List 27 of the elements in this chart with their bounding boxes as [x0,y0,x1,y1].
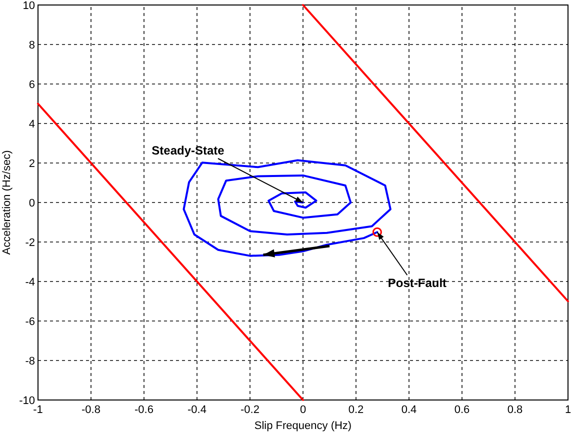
y-tick-label: 10 [22,0,35,12]
x-tick-label: 1 [564,404,572,416]
y-axis-title: Acceleration (Hz/sec) [1,150,13,255]
annotation: Steady-State [152,144,225,158]
x-axis-title: Slip Frequency (Hz) [254,420,352,432]
x-tick-label: -0.2 [240,404,260,416]
line-series [182,159,392,257]
y-tick-label: 6 [28,79,35,91]
y-tick-label: -4 [25,276,35,288]
x-tick-label: -1 [33,404,43,416]
y-tick-label: 4 [28,118,35,130]
y-tick-label: 2 [28,158,35,170]
y-tick-label: 0 [28,198,35,210]
x-tick-label: -0.8 [82,404,100,416]
y-tick-label: -6 [25,316,35,328]
y-tick-label: -10 [19,395,35,407]
x-tick-label: 0.8 [507,404,523,416]
x-tick-label: 0 [300,404,306,416]
annotation: Post-Fault [388,276,447,290]
x-tick-label: -0.4 [188,404,206,416]
y-tick-label: -8 [25,356,35,368]
x-tick-label: 0.2 [348,404,364,416]
x-tick-label: -0.6 [134,404,154,416]
y-tick-label: -2 [25,237,35,249]
x-tick-label: 0.6 [454,404,470,416]
x-tick-label: 0.4 [401,404,417,416]
y-tick-label: 8 [28,40,35,52]
